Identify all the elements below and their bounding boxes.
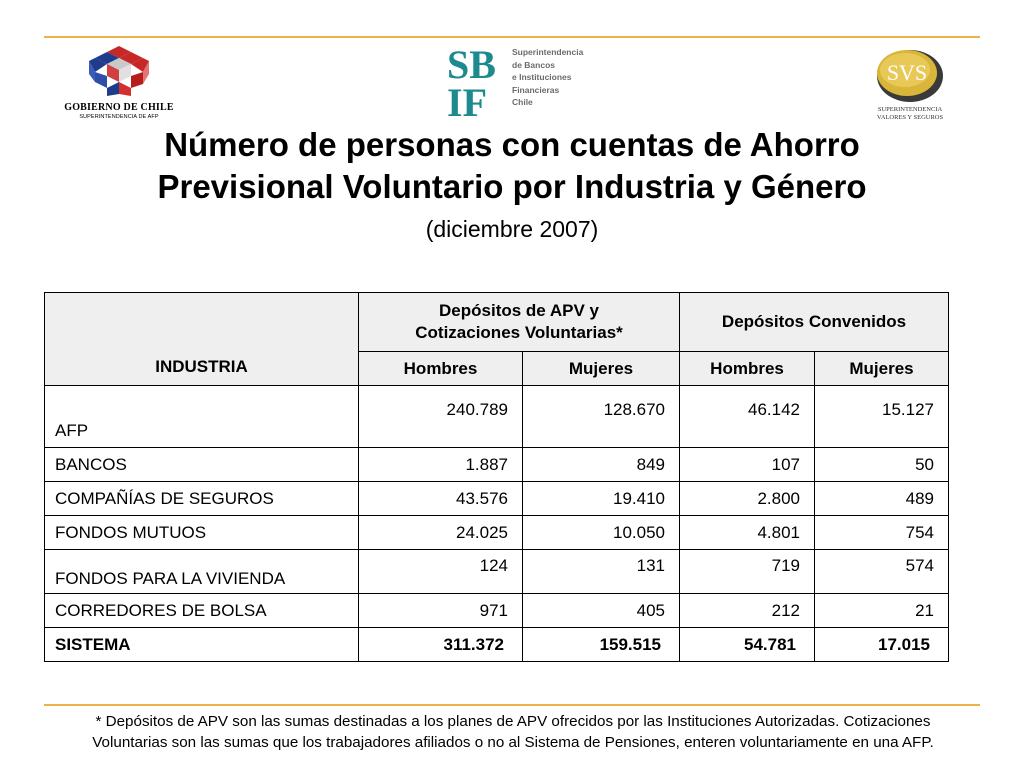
subheader-mujeres: Mujeres <box>521 351 681 386</box>
svs-disc-icon: SVS <box>877 50 943 102</box>
gobierno-de-chile-logo: GOBIERNO DE CHILE SUPERINTENDENCIA DE AF… <box>64 44 174 122</box>
title-line-1: Número de personas con cuentas de Ahorro <box>164 126 860 163</box>
footnote: * Depósitos de APV son las sumas destina… <box>38 711 988 753</box>
footnote-line-1: * Depósitos de APV son las sumas destina… <box>95 713 931 730</box>
industry-cell: FONDOS PARA LA VIVIENDA <box>44 549 359 594</box>
sbif-logo-text: Superintendencia de Bancos e Institucion… <box>512 46 592 109</box>
sbif-line: Financieras <box>512 84 560 95</box>
industry-cell: FONDOS MUTUOS <box>44 515 359 550</box>
svs-logo: SVS SUPERINTENDENCIA VALORES Y SEGUROS <box>868 46 952 128</box>
table-row: FONDOS MUTUOS 24.025 10.050 4.801 754 <box>44 515 950 550</box>
page-title: Número de personas con cuentas de Ahorro… <box>40 124 984 208</box>
value-cell: 24.025 <box>358 515 523 550</box>
table-row: CORREDORES DE BOLSA 971 405 212 21 <box>44 593 950 628</box>
apv-table: INDUSTRIA Depósitos de APV y Cotizacione… <box>44 292 950 662</box>
industry-cell: SISTEMA <box>44 627 359 662</box>
cube-emblem-icon <box>89 46 149 96</box>
value-cell: 2.800 <box>679 481 816 516</box>
value-cell: 128.670 <box>521 385 681 448</box>
svs-mark-text: SVS <box>887 60 927 85</box>
industry-cell: AFP <box>44 385 359 448</box>
sbif-line: Chile <box>512 97 533 107</box>
title-line-2: Previsional Voluntario por Industria y G… <box>157 168 867 205</box>
value-cell: 240.789 <box>358 385 523 448</box>
gobierno-logo-name: GOBIERNO DE CHILE <box>64 102 174 113</box>
industry-cell: COMPAÑÍAS DE SEGUROS <box>44 481 359 516</box>
table-row: FONDOS PARA LA VIVIENDA 124 131 719 574 <box>44 549 950 594</box>
value-cell: 849 <box>521 447 681 482</box>
value-cell: 10.050 <box>521 515 681 550</box>
sbif-mark-icon: SB IF <box>447 44 496 118</box>
svs-sub-line: SUPERINTENDENCIA <box>877 106 943 113</box>
total-cell: 54.781 <box>679 627 816 662</box>
total-cell: 17.015 <box>814 627 950 662</box>
group-header-convenidos: Depósitos Convenidos <box>679 292 950 352</box>
total-cell: 311.372 <box>358 627 523 662</box>
subheader-hombres: Hombres <box>679 351 816 386</box>
value-cell: 107 <box>679 447 816 482</box>
table-row: AFP 240.789 128.670 46.142 15.127 <box>44 385 950 448</box>
value-cell: 19.410 <box>521 481 681 516</box>
group-apv-line-2: Cotizaciones Voluntarias* <box>415 323 623 342</box>
value-cell: 15.127 <box>814 385 950 448</box>
sbif-line: Superintendencia <box>512 47 584 57</box>
value-cell: 405 <box>521 593 681 628</box>
value-cell: 21 <box>814 593 950 628</box>
page-subtitle: (diciembre 2007) <box>425 216 599 242</box>
total-cell: 159.515 <box>521 627 681 662</box>
group-apv-line-1: Depósitos de APV y <box>439 301 599 320</box>
value-cell: 46.142 <box>679 385 816 448</box>
sbif-logo: SB IF Superintendencia de Bancos e Insti… <box>446 44 586 120</box>
subheader-hombres: Hombres <box>358 351 523 386</box>
value-cell: 489 <box>814 481 950 516</box>
value-cell: 719 <box>679 549 816 594</box>
sbif-mark-top: SB <box>447 44 496 87</box>
value-cell: 1.887 <box>358 447 523 482</box>
footnote-line-2: Voluntarias son las sumas que los trabaj… <box>92 734 934 751</box>
sbif-line: de Bancos <box>512 59 555 70</box>
industry-cell: CORREDORES DE BOLSA <box>44 593 359 628</box>
bottom-divider <box>44 704 980 706</box>
table-row: BANCOS 1.887 849 107 50 <box>44 447 950 482</box>
value-cell: 754 <box>814 515 950 550</box>
subheader-mujeres: Mujeres <box>814 351 950 386</box>
value-cell: 971 <box>358 593 523 628</box>
svs-logo-sub: SUPERINTENDENCIA VALORES Y SEGUROS <box>868 106 952 122</box>
value-cell: 4.801 <box>679 515 816 550</box>
value-cell: 124 <box>358 549 523 594</box>
table-row: COMPAÑÍAS DE SEGUROS 43.576 19.410 2.800… <box>44 481 950 516</box>
value-cell: 212 <box>679 593 816 628</box>
industry-cell: BANCOS <box>44 447 359 482</box>
value-cell: 43.576 <box>358 481 523 516</box>
value-cell: 50 <box>814 447 950 482</box>
group-header-apv: Depósitos de APV y Cotizaciones Voluntar… <box>357 292 681 352</box>
svs-sub-line: VALORES Y SEGUROS <box>876 114 944 121</box>
industry-header: INDUSTRIA <box>44 292 359 386</box>
table-total-row: SISTEMA 311.372 159.515 54.781 17.015 <box>44 627 950 662</box>
gobierno-logo-sub: SUPERINTENDENCIA DE AFP <box>79 114 159 120</box>
top-divider <box>44 36 980 38</box>
sbif-line: e Instituciones <box>512 72 572 82</box>
sbif-mark-bottom: IF <box>447 80 487 118</box>
value-cell: 574 <box>814 549 950 594</box>
value-cell: 131 <box>521 549 681 594</box>
